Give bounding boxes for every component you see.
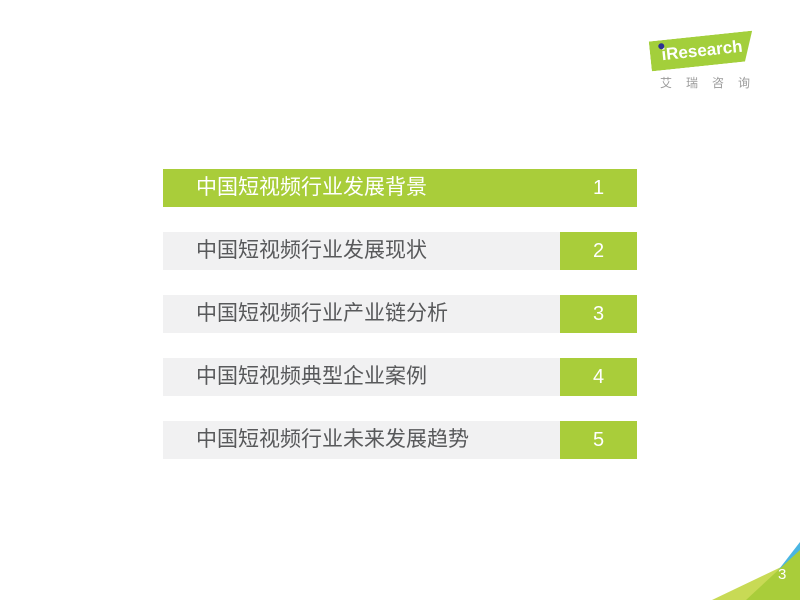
toc-item-label: 中国短视频行业产业链分析	[196, 302, 448, 325]
toc-item-4[interactable]: 中国短视频典型企业案例 4	[163, 358, 637, 396]
toc-item-5[interactable]: 中国短视频行业未来发展趋势 5	[163, 421, 637, 459]
toc-item-label: 中国短视频行业未来发展趋势	[196, 428, 469, 451]
toc-item-3[interactable]: 中国短视频行业产业链分析 3	[163, 295, 637, 333]
toc-item-number: 1	[560, 169, 637, 207]
toc-item-1[interactable]: 中国短视频行业发展背景 1	[163, 169, 637, 207]
corner-decoration: 3	[712, 542, 800, 600]
toc-item-label: 中国短视频行业发展背景	[196, 176, 427, 199]
iresearch-logo-flag: iResearch	[649, 31, 756, 72]
corner-light-green-triangle	[712, 558, 800, 600]
toc-item-number: 4	[560, 358, 637, 396]
toc-item-number: 5	[560, 421, 637, 459]
toc-item-2[interactable]: 中国短视频行业发展现状 2	[163, 232, 637, 270]
page-number: 3	[778, 566, 786, 583]
toc-item-label: 中国短视频行业发展现状	[196, 239, 427, 262]
logo-brand-text: iResearch	[660, 36, 744, 65]
corner-green-triangle	[746, 550, 800, 600]
toc-item-label: 中国短视频典型企业案例	[196, 365, 427, 388]
toc-item-number: 3	[560, 295, 637, 333]
iresearch-logo: iResearch 艾瑞咨询	[646, 36, 758, 91]
logo-brand-cn: 艾瑞咨询	[660, 76, 765, 90]
toc-item-number: 2	[560, 232, 637, 270]
toc-list: 中国短视频行业发展背景 1 中国短视频行业发展现状 2 中国短视频行业产业链分析 3 中国短…	[163, 169, 637, 484]
